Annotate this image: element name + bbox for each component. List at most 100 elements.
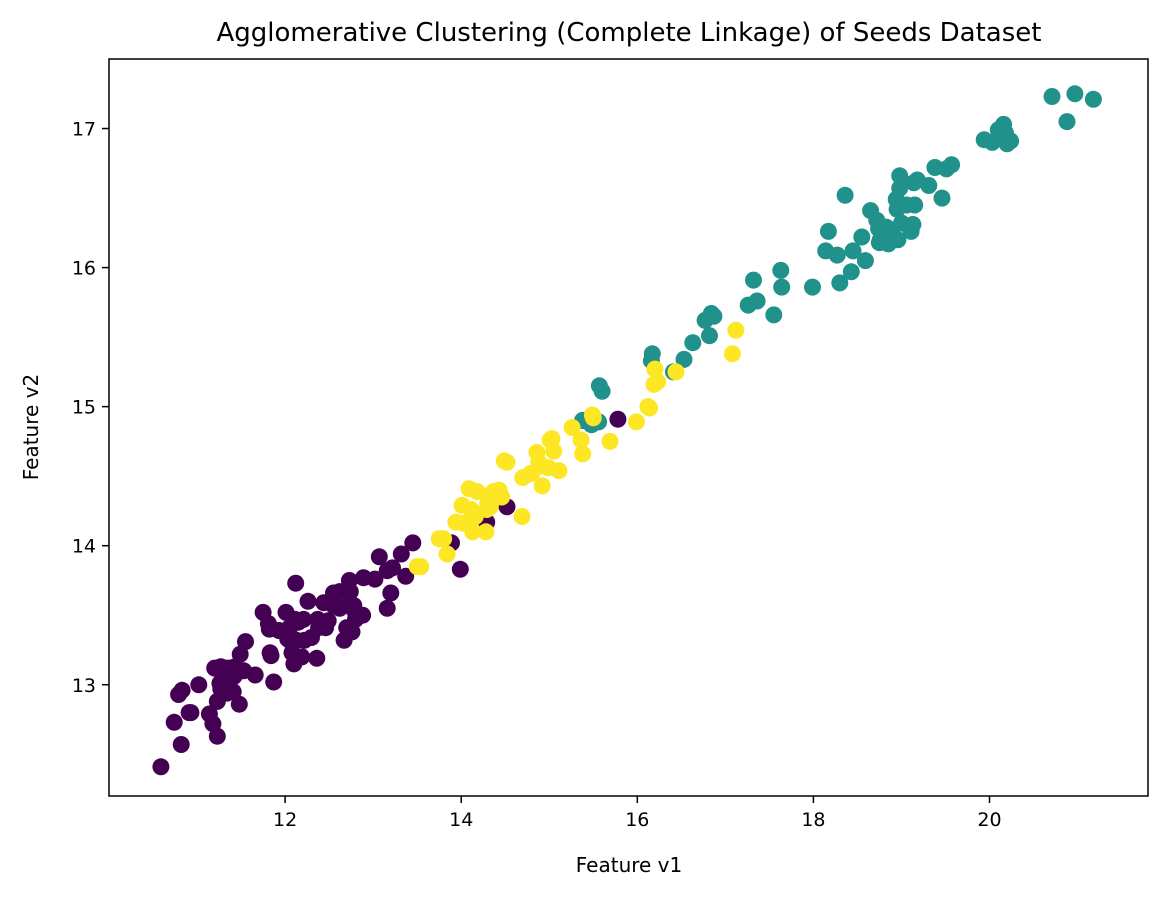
scatter-point-cluster-2-47 (667, 363, 685, 381)
scatter-point-cluster-2-1 (412, 558, 430, 576)
x-tick-label: 20 (977, 809, 1001, 831)
scatter-point-cluster-1-28 (853, 228, 871, 246)
scatter-point-cluster-0-85 (212, 658, 230, 676)
scatter-point-cluster-2-51 (530, 453, 548, 471)
x-tick-label: 18 (801, 809, 825, 831)
scatter-point-cluster-2-48 (723, 345, 741, 363)
scatter-point-cluster-2-41 (627, 413, 645, 431)
scatter-point-cluster-1-3 (593, 382, 611, 400)
scatter-point-cluster-0-6 (182, 704, 200, 722)
y-tick-label: 17 (72, 119, 96, 141)
ticks-layer: 12 14 16 18 20 13 14 15 16 17 (72, 119, 1002, 831)
scatter-point-cluster-0-77 (404, 534, 422, 552)
scatter-point-cluster-0-4 (173, 681, 191, 699)
scatter-point-cluster-2-23 (513, 508, 531, 525)
scatter-point-cluster-0-42 (287, 574, 305, 592)
scatter-point-cluster-2-50 (479, 495, 497, 513)
points-layer (152, 85, 1102, 776)
scatter-point-cluster-1-13 (705, 307, 723, 325)
scatter-point-cluster-1-22 (819, 222, 837, 240)
scatter-point-cluster-0-23 (230, 695, 248, 713)
scatter-point-cluster-1-62 (1058, 113, 1076, 131)
scatter-point-cluster-1-63 (1066, 85, 1084, 103)
scatter-point-cluster-0-32 (262, 647, 280, 665)
scatter-point-cluster-2-46 (649, 373, 667, 391)
x-axis-label: Feature v1 (576, 853, 683, 877)
scatter-point-cluster-2-40 (601, 432, 619, 450)
chart-title: Agglomerative Clustering (Complete Linka… (217, 18, 1042, 48)
plot-frame (108, 58, 1149, 797)
scatter-point-cluster-0-1 (165, 713, 183, 731)
scatter-point-cluster-2-36 (572, 431, 590, 449)
scatter-point-cluster-0-33 (265, 673, 283, 691)
scatter-point-cluster-2-22 (498, 453, 516, 471)
scatter-point-cluster-1-24 (831, 274, 849, 292)
scatter-point-cluster-2-20 (493, 488, 511, 506)
x-tick-label: 14 (449, 809, 473, 831)
scatter-point-cluster-0-46 (295, 610, 313, 628)
scatter-point-cluster-2-14 (477, 523, 495, 541)
scatter-point-cluster-2-37 (574, 445, 592, 463)
scatter-point-cluster-0-84 (331, 599, 349, 617)
scatter-point-cluster-1-19 (773, 278, 791, 296)
scatter-point-cluster-0-63 (341, 583, 359, 601)
y-tick-label: 14 (72, 536, 96, 558)
scatter-point-cluster-1-15 (745, 271, 762, 289)
scatter-point-cluster-1-43 (891, 167, 909, 185)
scatter-point-cluster-1-17 (765, 306, 783, 324)
scatter-point-cluster-1-52 (933, 189, 951, 207)
scatter-point-cluster-0-11 (208, 727, 226, 745)
scatter-point-cluster-1-54 (943, 156, 961, 174)
scatter-point-cluster-0-74 (384, 559, 401, 577)
scatter-point-cluster-1-66 (870, 220, 888, 238)
scatter-point-cluster-0-70 (366, 570, 384, 588)
scatter-point-cluster-2-39 (584, 409, 602, 427)
scatter-point-cluster-1-18 (772, 261, 790, 279)
scatter-point-cluster-1-6 (643, 345, 661, 363)
scatter-point-cluster-1-67 (893, 214, 910, 232)
scatter-point-cluster-2-11 (464, 523, 482, 541)
scatter-point-cluster-0-55 (319, 612, 337, 630)
scatter-point-cluster-0-71 (370, 548, 388, 566)
x-tick-label: 16 (625, 809, 649, 831)
scatter-point-cluster-2-3 (435, 530, 453, 548)
scatter-point-cluster-0-82 (609, 410, 627, 428)
scatter-point-cluster-1-29 (856, 252, 874, 270)
scatter-point-cluster-2-35 (563, 419, 581, 436)
scatter-point-cluster-1-50 (920, 177, 938, 194)
scatter-point-cluster-0-7 (190, 676, 208, 694)
scatter-point-cluster-0-73 (382, 584, 400, 602)
scatter-point-cluster-1-48 (906, 196, 924, 214)
scatter-point-cluster-2-29 (533, 477, 551, 495)
scatter-point-cluster-1-41 (889, 231, 907, 249)
scatter-point-cluster-2-49 (727, 321, 745, 339)
scatter-point-cluster-1-27 (844, 242, 862, 260)
scatter-point-cluster-2-13 (468, 483, 486, 500)
scatter-point-cluster-1-64 (1084, 90, 1102, 108)
scatter-point-cluster-1-65 (996, 124, 1014, 142)
scatter-point-cluster-1-20 (804, 278, 821, 296)
scatter-point-cluster-0-50 (308, 649, 326, 667)
scatter-point-cluster-1-11 (701, 327, 718, 345)
y-tick-label: 13 (72, 675, 96, 697)
scatter-point-cluster-2-32 (543, 430, 561, 448)
scatter-point-cluster-2-34 (550, 462, 568, 480)
scatter-point-cluster-0-75 (392, 545, 410, 563)
y-tick-label: 15 (72, 397, 96, 419)
x-tick-label: 12 (273, 809, 297, 831)
scatter-point-cluster-0-87 (283, 644, 301, 662)
scatter-point-cluster-0-3 (172, 736, 190, 753)
scatter-point-cluster-1-9 (684, 334, 702, 352)
scatter-point-cluster-1-25 (836, 186, 854, 204)
y-tick-label: 16 (72, 258, 96, 280)
scatter-point-cluster-0-26 (237, 633, 254, 651)
scatter-point-cluster-1-26 (842, 263, 860, 281)
scatter-point-cluster-1-23 (828, 246, 846, 264)
scatter-point-cluster-0-79 (451, 560, 469, 578)
scatter-point-cluster-0-48 (299, 592, 317, 610)
scatter-point-cluster-1-8 (675, 350, 693, 368)
scatter-point-cluster-2-33 (545, 442, 563, 460)
scatter-point-cluster-2-43 (641, 399, 659, 417)
scatter-point-cluster-2-4 (438, 545, 456, 563)
